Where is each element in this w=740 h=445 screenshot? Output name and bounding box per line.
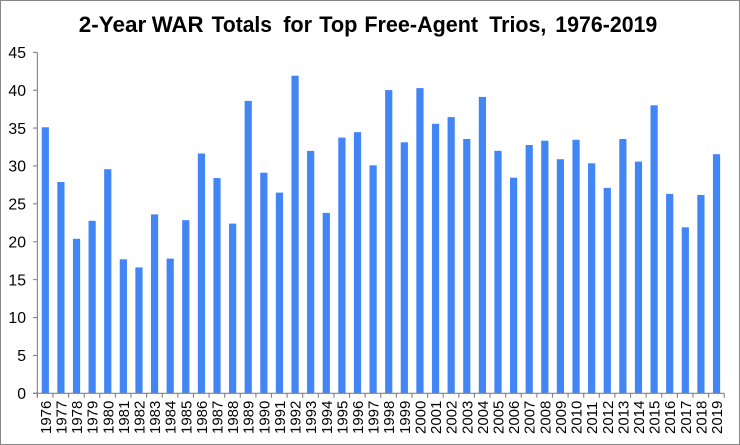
svg-text:1980: 1980 xyxy=(100,401,117,434)
svg-text:Top: Top xyxy=(319,12,357,37)
svg-text:1991: 1991 xyxy=(272,401,289,434)
svg-text:2000: 2000 xyxy=(412,401,429,434)
svg-text:1985: 1985 xyxy=(178,401,195,434)
svg-text:35: 35 xyxy=(8,121,26,138)
svg-text:40: 40 xyxy=(8,83,26,100)
svg-text:1999: 1999 xyxy=(397,401,414,434)
svg-text:1979: 1979 xyxy=(85,401,102,434)
svg-text:2015: 2015 xyxy=(647,401,664,434)
svg-text:2006: 2006 xyxy=(506,401,523,434)
svg-text:30: 30 xyxy=(8,159,26,176)
svg-text:1986: 1986 xyxy=(194,401,211,434)
svg-text:Trios,: Trios, xyxy=(489,12,546,37)
svg-text:45: 45 xyxy=(8,45,26,62)
svg-text:2003: 2003 xyxy=(459,401,476,434)
svg-text:for: for xyxy=(283,12,312,37)
svg-text:2018: 2018 xyxy=(693,401,710,434)
svg-text:Totals: Totals xyxy=(212,12,272,37)
svg-text:5: 5 xyxy=(17,348,26,365)
svg-text:2016: 2016 xyxy=(662,401,679,434)
svg-text:1982: 1982 xyxy=(131,401,148,434)
svg-text:1995: 1995 xyxy=(334,401,351,434)
svg-text:1983: 1983 xyxy=(147,401,164,434)
svg-text:20: 20 xyxy=(8,234,26,251)
svg-text:1990: 1990 xyxy=(256,401,273,434)
svg-text:WAR: WAR xyxy=(152,12,204,37)
svg-text:2004: 2004 xyxy=(475,401,492,434)
svg-text:2005: 2005 xyxy=(491,401,508,434)
svg-text:2014: 2014 xyxy=(631,401,648,434)
svg-text:1981: 1981 xyxy=(116,401,133,434)
svg-text:2019: 2019 xyxy=(709,401,726,434)
svg-text:1993: 1993 xyxy=(303,401,320,434)
svg-text:1997: 1997 xyxy=(366,401,383,434)
svg-text:1989: 1989 xyxy=(241,401,258,434)
svg-text:25: 25 xyxy=(8,197,26,214)
svg-text:2009: 2009 xyxy=(553,401,570,434)
svg-text:2012: 2012 xyxy=(600,401,617,434)
svg-text:2007: 2007 xyxy=(522,401,539,434)
svg-text:1994: 1994 xyxy=(319,401,336,434)
svg-text:0: 0 xyxy=(17,386,26,403)
svg-text:2010: 2010 xyxy=(569,401,586,434)
svg-text:1987: 1987 xyxy=(210,401,227,434)
svg-text:15: 15 xyxy=(8,272,26,289)
svg-text:10: 10 xyxy=(8,310,26,327)
svg-text:2-Year: 2-Year xyxy=(79,12,147,37)
svg-text:2002: 2002 xyxy=(444,401,461,434)
svg-text:1998: 1998 xyxy=(381,401,398,434)
svg-text:1992: 1992 xyxy=(288,401,305,434)
svg-text:1984: 1984 xyxy=(163,401,180,434)
svg-text:2013: 2013 xyxy=(615,401,632,434)
svg-text:1977: 1977 xyxy=(53,401,70,434)
svg-text:1976: 1976 xyxy=(38,401,55,434)
svg-text:2001: 2001 xyxy=(428,401,445,434)
svg-text:2008: 2008 xyxy=(537,401,554,434)
svg-text:1976-2019: 1976-2019 xyxy=(555,12,657,37)
svg-text:1978: 1978 xyxy=(69,401,86,434)
svg-text:2017: 2017 xyxy=(678,401,695,434)
svg-text:Free-Agent: Free-Agent xyxy=(364,12,478,37)
svg-text:2011: 2011 xyxy=(584,402,601,434)
svg-text:1988: 1988 xyxy=(225,401,242,434)
svg-text:1996: 1996 xyxy=(350,401,367,434)
